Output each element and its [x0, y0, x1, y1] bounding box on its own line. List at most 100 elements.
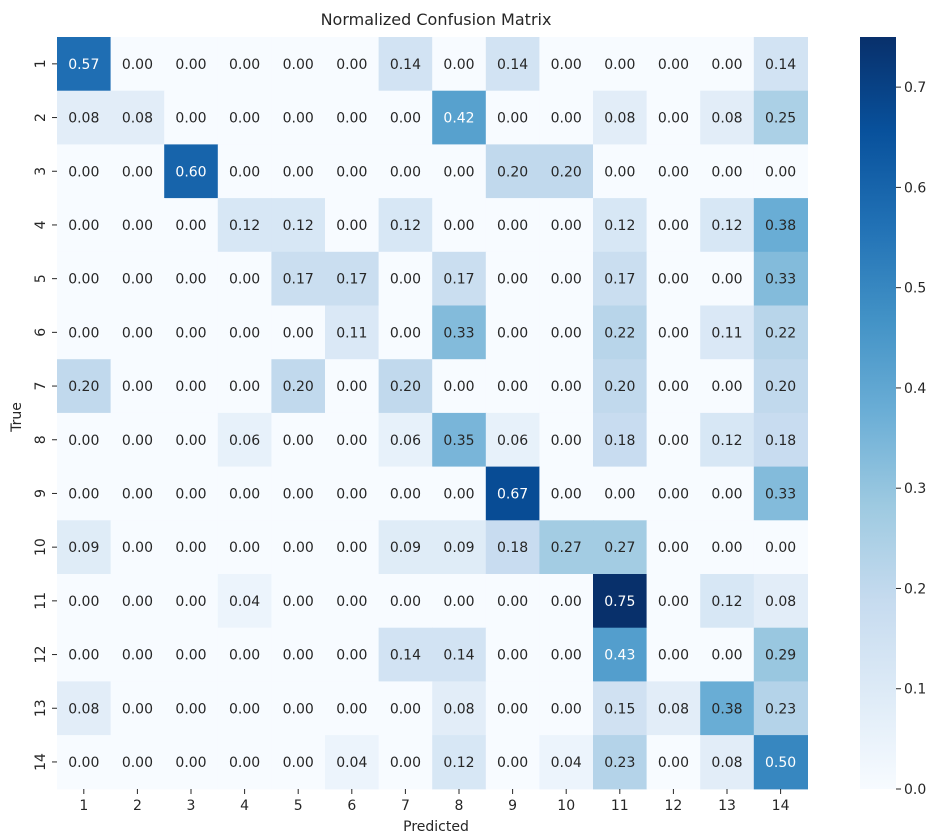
heatmap-cell [539, 574, 594, 629]
cell-value-label: 0.00 [658, 272, 689, 288]
heatmap-cell [164, 251, 219, 307]
heatmap-cell [378, 574, 433, 629]
heatmap-cell [325, 466, 380, 521]
heatmap-cell [164, 627, 219, 682]
heatmap-cell [57, 681, 112, 736]
heatmap-cell [485, 305, 540, 360]
cell-value-label: 0.12 [229, 218, 260, 234]
y-tick-label: 1 [33, 59, 49, 68]
heatmap-cell [700, 574, 755, 629]
heatmap-cell [325, 37, 380, 92]
cell-value-label: 0.14 [390, 648, 421, 664]
cell-value-label: 0.00 [283, 648, 314, 664]
heatmap-cell [485, 627, 540, 682]
cell-value-label: 0.00 [658, 57, 689, 73]
heatmap-cell [271, 251, 326, 307]
heatmap-cell [753, 520, 808, 575]
cell-value-label: 0.00 [122, 648, 153, 664]
cell-value-label: 0.20 [390, 379, 421, 395]
cell-value-label: 0.00 [390, 111, 421, 127]
cell-value-label: 0.00 [604, 57, 635, 73]
heatmap-cell [325, 574, 380, 629]
colorbar-tick-label: 0.3 [904, 481, 926, 497]
cell-value-label: 0.06 [229, 433, 260, 449]
cell-value-label: 0.00 [336, 379, 367, 395]
heatmap-cell [485, 574, 540, 629]
heatmap-cell [753, 627, 808, 682]
heatmap-cell [700, 144, 755, 199]
x-tick-label: 9 [508, 798, 517, 814]
heatmap-cell [110, 681, 165, 736]
heatmap-cell [378, 466, 433, 521]
heatmap-cell [164, 90, 219, 145]
cell-value-label: 0.27 [551, 540, 582, 556]
cell-value-label: 0.00 [551, 486, 582, 502]
cell-value-label: 0.00 [122, 164, 153, 180]
heatmap-cell [593, 735, 648, 790]
cell-value-label: 0.00 [175, 57, 206, 73]
cell-value-label: 0.00 [551, 594, 582, 610]
cell-value-label: 0.08 [765, 594, 796, 610]
heatmap-cell [217, 681, 272, 736]
cell-value-label: 0.00 [175, 701, 206, 717]
heatmap-cell [593, 198, 648, 253]
heatmap-cell [753, 681, 808, 736]
heatmap-cell [646, 305, 701, 360]
cell-value-label: 0.11 [711, 325, 742, 341]
cell-value-label: 0.00 [711, 57, 742, 73]
cell-value-label: 0.00 [68, 272, 99, 288]
heatmap-cell [378, 305, 433, 360]
heatmap-cell [539, 520, 594, 575]
cell-value-label: 0.00 [175, 111, 206, 127]
heatmap-cell [378, 681, 433, 736]
cell-value-label: 0.00 [122, 433, 153, 449]
cell-value-label: 0.14 [443, 648, 474, 664]
cell-value-label: 0.00 [122, 594, 153, 610]
x-tick-label: 8 [455, 798, 464, 814]
heatmap-cell [325, 735, 380, 790]
cell-value-label: 0.20 [765, 379, 796, 395]
heatmap-cell [378, 37, 433, 92]
heatmap-cell [593, 466, 648, 521]
heatmap-cell [593, 144, 648, 199]
heatmap-cell [485, 90, 540, 145]
x-tick-label: 4 [240, 798, 249, 814]
cell-value-label: 0.00 [390, 701, 421, 717]
y-tick-label: 13 [33, 699, 49, 717]
heatmap-cell [110, 198, 165, 253]
x-tick-label: 7 [401, 798, 410, 814]
y-tick-label: 6 [33, 328, 49, 337]
cell-value-label: 0.12 [443, 755, 474, 771]
heatmap-cell [539, 37, 594, 92]
heatmap-cell [378, 520, 433, 575]
cell-value-label: 0.35 [443, 433, 474, 449]
cell-value-label: 0.00 [551, 218, 582, 234]
heatmap-cell [539, 359, 594, 414]
heatmap-cell [700, 359, 755, 414]
cell-value-label: 0.00 [68, 486, 99, 502]
cell-value-label: 0.08 [711, 111, 742, 127]
y-tick-label: 2 [33, 113, 49, 122]
cell-value-label: 0.00 [283, 325, 314, 341]
heatmap-cell [539, 412, 594, 468]
heatmap-cell [432, 627, 487, 682]
heatmap-cell [271, 198, 326, 253]
cell-value-label: 0.20 [551, 164, 582, 180]
heatmap-cell [110, 90, 165, 145]
cell-value-label: 0.00 [551, 325, 582, 341]
cell-value-label: 0.00 [122, 379, 153, 395]
heatmap-cell [753, 251, 808, 307]
cell-value-label: 0.67 [497, 486, 528, 502]
heatmap-cell [271, 627, 326, 682]
heatmap-cell [57, 251, 112, 307]
cell-value-label: 0.14 [390, 57, 421, 73]
cell-value-label: 0.00 [122, 486, 153, 502]
cell-value-label: 0.23 [765, 701, 796, 717]
cell-value-label: 0.33 [443, 325, 474, 341]
heatmap-cell [378, 627, 433, 682]
heatmap-cell [164, 37, 219, 92]
cell-value-label: 0.00 [175, 648, 206, 664]
cell-value-label: 0.00 [229, 755, 260, 771]
cell-value-label: 0.12 [711, 594, 742, 610]
cell-value-label: 0.00 [68, 594, 99, 610]
